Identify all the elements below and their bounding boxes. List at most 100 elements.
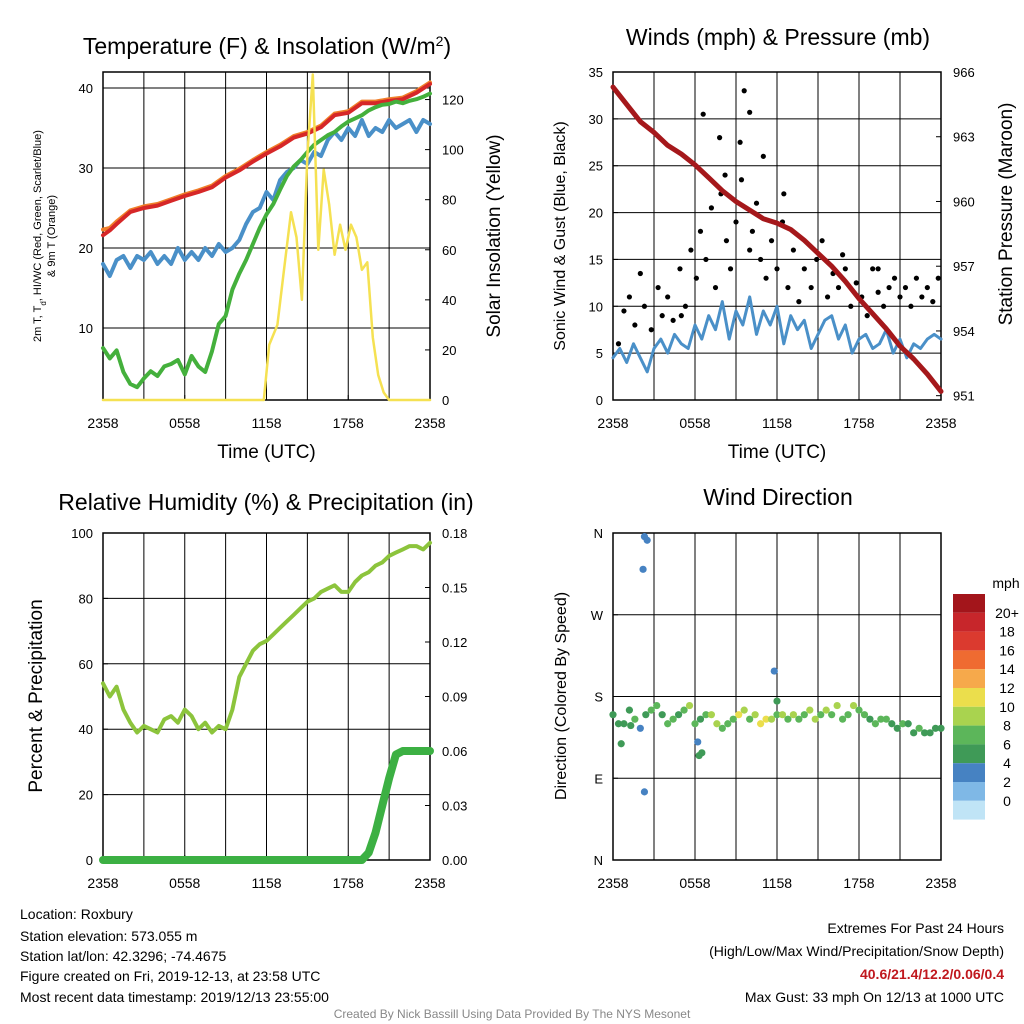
gust-point: [659, 313, 665, 319]
legend-label: 10: [999, 699, 1015, 715]
direction-point: [669, 715, 677, 723]
x-tick-label: 0558: [679, 875, 710, 891]
direction-point: [614, 720, 623, 728]
extremes-subtitle: (High/Low/Max Wind/Precipitation/Snow De…: [709, 943, 1004, 959]
direction-point: [664, 720, 672, 728]
y-tick-label: 15: [589, 252, 603, 267]
y-tick-label: 0: [86, 853, 93, 868]
direction-point: [639, 565, 647, 573]
legend-swatch: [953, 669, 985, 688]
legend-swatch: [953, 688, 985, 707]
gust-point: [703, 256, 709, 263]
y2-tick-label: 60: [442, 243, 456, 258]
direction-point: [817, 711, 825, 719]
direction-point: [740, 706, 748, 714]
direction-point: [746, 715, 754, 723]
gust-point: [738, 177, 745, 183]
plot-temperature: [102, 71, 431, 401]
direction-point: [696, 715, 705, 723]
x-tick-label: 2358: [414, 415, 445, 431]
x-tick-label: 0558: [169, 415, 200, 431]
direction-point: [877, 715, 885, 723]
y2-tick-label: 0.15: [442, 581, 467, 596]
station-latlon: Station lat/lon: 42.3296; -74.4675: [20, 948, 227, 964]
gust-point: [930, 299, 936, 305]
gust-point: [835, 284, 842, 291]
plot-humidity: [102, 532, 431, 861]
x-tick-label: 1158: [251, 875, 281, 891]
extremes-title: Extremes For Past 24 Hours: [827, 920, 1004, 936]
direction-point: [658, 711, 666, 719]
gust-point: [801, 266, 807, 272]
gust-point: [758, 256, 764, 263]
max-gust: Max Gust: 33 mph On 12/13 at 1000 UTC: [744, 989, 1004, 1005]
chart-title: Relative Humidity (%) & Precipitation (i…: [58, 489, 473, 515]
direction-point: [695, 751, 703, 760]
most-recent-timestamp: Most recent data timestamp: 2019/12/13 2…: [20, 989, 329, 1005]
direction-point: [926, 729, 934, 737]
series-solar: [101, 73, 432, 402]
gust-point: [632, 322, 638, 328]
gust-point: [682, 303, 689, 309]
direction-point: [910, 729, 918, 737]
y-tick-label: 100: [71, 526, 93, 541]
y-tick-label: 10: [79, 321, 93, 336]
credit-line: Created By Nick Bassill Using Data Provi…: [333, 1007, 691, 1021]
gust-point: [785, 284, 791, 291]
direction-point: [860, 711, 869, 719]
legend-swatch: [953, 763, 985, 782]
direction-point: [767, 715, 776, 723]
y2-tick-label: 960: [953, 194, 975, 209]
x-tick-label: 1158: [251, 415, 281, 431]
direction-point: [915, 724, 923, 732]
gust-point: [814, 256, 820, 263]
legend-swatch: [953, 650, 985, 670]
x-tick-label: 1758: [333, 875, 364, 891]
gust-point: [819, 238, 825, 244]
series-pressure: [610, 84, 944, 394]
direction-point: [773, 697, 781, 705]
gust-point: [897, 294, 903, 300]
gust-point: [677, 266, 683, 272]
direction-point: [937, 724, 945, 732]
gust-point: [741, 88, 747, 94]
y-tick-label: 20: [589, 206, 603, 221]
y2-tick-label: 966: [953, 65, 975, 80]
legend-label: 2: [1003, 774, 1011, 790]
station-location: Location: Roxbury: [20, 906, 133, 922]
direction-point: [675, 711, 683, 719]
direction-point: [625, 706, 634, 714]
y-tick-label: 40: [79, 722, 93, 737]
gust-point: [891, 275, 898, 281]
legend-label: 12: [999, 680, 1015, 696]
legend-title: mph: [992, 575, 1019, 591]
gust-point: [875, 266, 881, 272]
direction-point: [647, 706, 655, 714]
direction-point: [789, 711, 798, 719]
series-precip: [99, 747, 434, 864]
gust-point: [665, 294, 671, 300]
chart-title: Winds (mph) & Pressure (mb): [626, 24, 930, 50]
gust-point: [700, 111, 706, 117]
direction-point: [784, 715, 792, 723]
gust-point: [712, 284, 719, 291]
gust-point: [908, 303, 914, 309]
gust-point: [763, 275, 769, 281]
gust-point: [626, 294, 633, 300]
chart-title: Wind Direction: [703, 484, 853, 510]
figure-created: Figure created on Fri, 2019-12-13, at 23…: [20, 968, 321, 984]
station-elevation: Station elevation: 573.055 m: [20, 928, 198, 944]
x-tick-label: 1158: [762, 415, 792, 431]
gust-point: [688, 247, 694, 253]
direction-point: [882, 715, 890, 723]
direction-point: [866, 715, 874, 723]
legend-swatch: [953, 782, 985, 801]
direction-point: [762, 715, 770, 723]
direction-point: [795, 715, 803, 723]
gust-point: [796, 299, 802, 305]
gust-point: [824, 294, 831, 300]
plot-winds: [612, 71, 942, 401]
direction-point: [735, 711, 743, 719]
x-axis-label: Time (UTC): [217, 442, 316, 463]
legend-swatch: [953, 744, 985, 764]
